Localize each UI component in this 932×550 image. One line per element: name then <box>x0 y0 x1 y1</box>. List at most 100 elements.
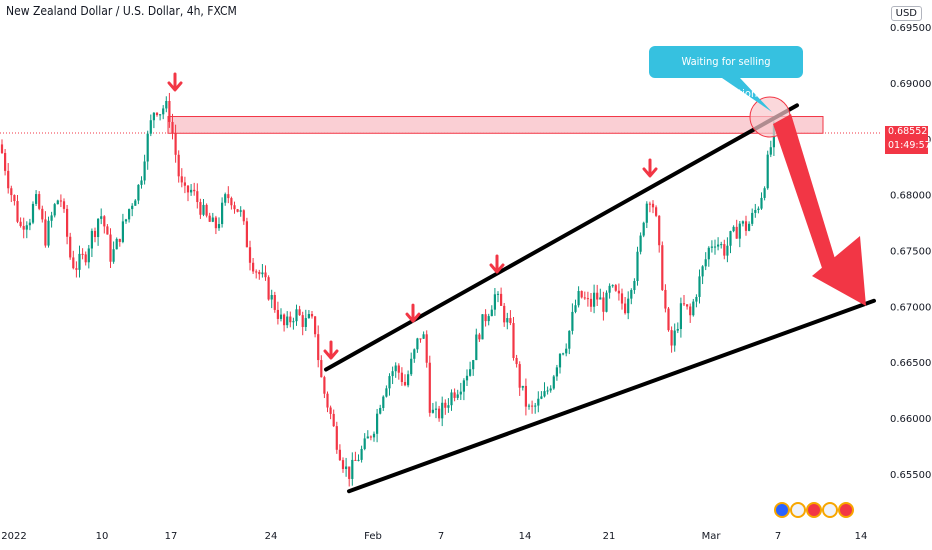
candle-body <box>704 259 707 267</box>
candle-body <box>155 112 159 116</box>
candle-body <box>503 305 506 323</box>
candle-body <box>391 371 394 377</box>
candle-body <box>261 272 264 275</box>
candle-body <box>146 133 149 162</box>
candle-body <box>512 323 515 358</box>
candle-body <box>202 204 205 215</box>
candle-body <box>459 391 462 395</box>
candle-body <box>239 210 242 212</box>
bar-countdown-label: 01:49:57 <box>885 140 931 155</box>
forecast-arrow <box>773 114 866 306</box>
candle-body <box>735 226 738 239</box>
candle-body <box>593 292 596 307</box>
resistance-zone <box>167 116 824 134</box>
candle-body <box>7 170 10 189</box>
time-axis[interactable]: 2022 10 17 24 Feb 7 14 21 Mar 7 14 <box>1 531 867 542</box>
candle-body <box>462 380 465 392</box>
down-arrow-icon <box>489 254 505 274</box>
candle-body <box>555 367 558 377</box>
candle-body <box>301 315 304 327</box>
time-tick-label: 24 <box>265 531 278 542</box>
candle-body <box>627 298 630 314</box>
candle-body <box>304 318 307 327</box>
candle-body <box>552 376 555 389</box>
trendline-upper[interactable] <box>324 103 799 372</box>
candle-body <box>465 375 469 381</box>
candle-body <box>93 230 97 238</box>
candle-body <box>180 176 183 183</box>
candle-body <box>227 194 230 199</box>
candle-body <box>363 438 366 449</box>
candle-body <box>124 219 128 222</box>
candle-body <box>81 253 84 255</box>
candle-body <box>617 290 620 294</box>
price-tick-label: 0.66000 <box>890 414 931 425</box>
candle-body <box>698 276 701 297</box>
candle-body <box>636 251 639 282</box>
candle-body <box>769 147 772 155</box>
candle-body <box>118 238 121 242</box>
candle-body <box>270 295 273 300</box>
candle-body <box>348 466 351 479</box>
candle-body <box>602 297 605 312</box>
candle-body <box>472 360 475 370</box>
price-tick-label: 0.67500 <box>890 247 931 258</box>
candle-body <box>307 314 310 319</box>
candle-body <box>394 365 397 372</box>
candle-body <box>292 321 295 323</box>
candle-body <box>760 197 763 209</box>
candle-body <box>580 291 583 298</box>
candle-body <box>732 226 735 232</box>
candle-body <box>159 114 162 116</box>
candle-body <box>608 285 611 293</box>
candle-body <box>205 204 208 216</box>
candle-body <box>217 224 221 229</box>
candle-body <box>317 334 320 361</box>
candle-body <box>62 201 66 209</box>
candle-body <box>221 202 224 225</box>
candle-body <box>667 308 670 331</box>
currency-badge[interactable]: USD <box>890 6 922 21</box>
candle-body <box>208 215 211 222</box>
time-tick-label: 10 <box>96 531 109 542</box>
candle-body <box>295 309 298 322</box>
candle-body <box>527 405 531 407</box>
callout-pointer <box>722 78 772 112</box>
candle-body <box>416 338 419 350</box>
candle-body <box>345 466 348 469</box>
time-tick-label: 14 <box>519 531 532 542</box>
candle-body <box>500 293 503 306</box>
time-tick-label: Mar <box>702 531 722 542</box>
candle-body <box>341 460 345 469</box>
candle-body <box>403 382 407 386</box>
candle-body <box>568 330 571 349</box>
candle-body <box>242 210 245 222</box>
candle-body <box>41 208 44 220</box>
candle-body <box>245 221 248 248</box>
candle-body <box>47 220 50 246</box>
candle-body <box>338 449 341 461</box>
price-axis[interactable]: 0.695000.690000.685000.680000.675000.670… <box>890 23 931 481</box>
candle-body <box>729 231 732 246</box>
candle-body <box>22 226 25 230</box>
candle-body <box>469 369 472 376</box>
candle-body <box>748 223 751 231</box>
candle-body <box>410 358 413 375</box>
candle-body <box>183 182 186 186</box>
time-tick-label: 7 <box>775 531 781 542</box>
candle-body <box>710 246 713 248</box>
candle-body <box>177 154 180 177</box>
candle-body <box>174 133 177 155</box>
trendline-lower[interactable] <box>347 298 876 494</box>
price-tick-label: 0.68000 <box>890 191 931 202</box>
candle-body <box>537 398 540 406</box>
candle-body <box>419 338 422 340</box>
candle-body <box>726 245 729 256</box>
candle-body <box>648 203 651 205</box>
candle-body <box>199 202 202 215</box>
candle-body <box>298 309 301 316</box>
candle-body <box>738 223 741 239</box>
candle-body <box>655 207 658 216</box>
candle-body <box>190 189 193 193</box>
